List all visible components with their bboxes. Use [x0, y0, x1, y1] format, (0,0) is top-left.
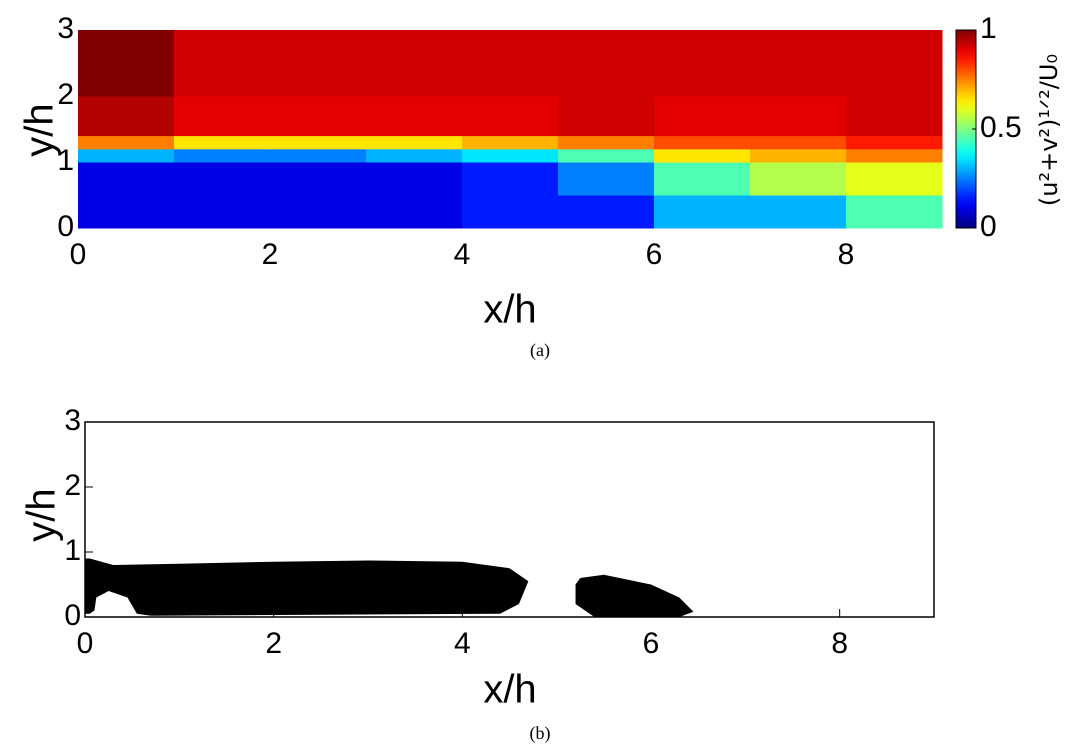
heat-cell — [462, 96, 559, 137]
heat-cell — [270, 135, 367, 150]
colorbar-tick-label: 0.5 — [980, 111, 1022, 144]
x-tick-label: 2 — [262, 238, 279, 271]
heat-cell — [846, 135, 943, 150]
heat-cell — [846, 162, 943, 196]
heat-cell — [174, 96, 271, 137]
x-axis-label: x/h — [483, 288, 536, 332]
y-axis-label: y/h — [18, 103, 62, 156]
x-tick-label: 8 — [831, 627, 848, 660]
heat-cell — [846, 195, 943, 229]
heat-cell — [654, 148, 751, 163]
caption: (b) — [530, 723, 551, 744]
heat-cell — [558, 148, 655, 163]
colorbar-tick-label: 1 — [980, 12, 997, 45]
heat-cell — [270, 162, 367, 196]
heat-cell — [78, 135, 175, 150]
heat-cell — [750, 30, 847, 97]
heat-cell — [78, 162, 175, 196]
heat-cell — [750, 195, 847, 229]
plot-frame — [84, 421, 935, 618]
heat-cell — [462, 162, 559, 196]
colorbar-tick-label: 0 — [980, 210, 997, 243]
mask-region — [85, 558, 529, 616]
heat-cell — [750, 162, 847, 196]
x-tick-label: 0 — [70, 238, 87, 271]
mask-region — [575, 574, 694, 617]
heat-cell — [366, 96, 463, 137]
heat-cell — [750, 96, 847, 137]
y-tick-label: 0 — [64, 599, 81, 632]
heat-cell — [174, 135, 271, 150]
heat-cell — [654, 195, 751, 229]
heat-cell — [654, 162, 751, 196]
heat-cell — [462, 148, 559, 163]
heat-cell — [270, 30, 367, 97]
y-tick-label: 2 — [57, 78, 74, 111]
heat-cell — [366, 30, 463, 97]
heat-cell — [78, 96, 175, 137]
colorbar-label: (u²+v²)¹ᐟ²/U₀ — [1035, 54, 1063, 206]
y-tick-label: 3 — [57, 12, 74, 45]
heat-cell — [750, 135, 847, 150]
heat-cell — [366, 162, 463, 196]
x-tick-label: 0 — [77, 627, 94, 660]
heat-cell — [558, 96, 655, 137]
heat-cell — [366, 148, 463, 163]
y-tick-label: 3 — [64, 404, 81, 437]
heat-cell — [462, 135, 559, 150]
heat-cell — [270, 195, 367, 229]
x-tick-label: 6 — [643, 627, 660, 660]
heat-cell — [558, 162, 655, 196]
heat-cell — [270, 96, 367, 137]
y-tick-label: 1 — [64, 534, 81, 567]
heat-cell — [78, 30, 175, 97]
heat-cell — [366, 195, 463, 229]
heat-cell — [558, 135, 655, 150]
y-tick-label: 1 — [57, 144, 74, 177]
heat-cell — [846, 30, 943, 97]
x-axis-label: x/h — [483, 668, 536, 712]
x-tick-label: 6 — [646, 238, 663, 271]
x-tick-label: 8 — [838, 238, 855, 271]
heat-cell — [270, 148, 367, 163]
heat-cell — [174, 195, 271, 229]
y-tick-label: 2 — [64, 469, 81, 502]
heat-cell — [558, 195, 655, 229]
heat-cell — [750, 148, 847, 163]
heat-cell — [78, 195, 175, 229]
heat-cell — [78, 148, 175, 163]
x-tick-label: 2 — [265, 627, 282, 660]
heat-cell — [846, 148, 943, 163]
heat-cell — [654, 30, 751, 97]
heat-cell — [174, 30, 271, 97]
heat-cell — [558, 30, 655, 97]
heat-cell — [366, 135, 463, 150]
heat-cell — [846, 96, 943, 137]
heat-cell — [654, 135, 751, 150]
heat-cell — [462, 30, 559, 97]
y-axis-label: y/h — [20, 488, 64, 541]
caption: (a) — [530, 340, 550, 361]
x-tick-label: 4 — [454, 627, 471, 660]
y-tick-label: 0 — [57, 210, 74, 243]
heat-cell — [174, 148, 271, 163]
x-tick-label: 4 — [454, 238, 471, 271]
heat-cell — [462, 195, 559, 229]
heat-cell — [174, 162, 271, 196]
heat-cell — [654, 96, 751, 137]
